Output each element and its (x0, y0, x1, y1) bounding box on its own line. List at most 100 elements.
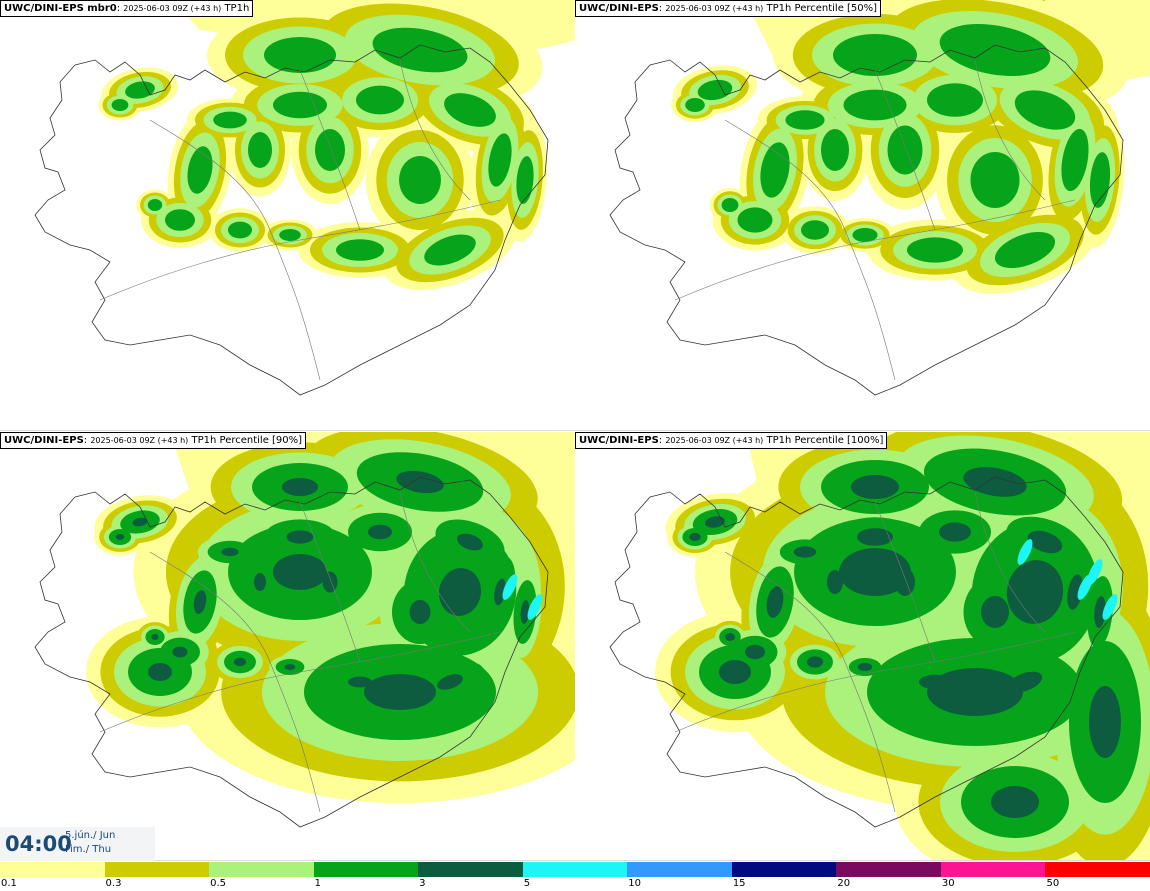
legend-swatch (627, 862, 733, 877)
precip-area (444, 93, 496, 127)
color-legend: 0.1 0.3 0.5 1 3 5 10 15 20 30 50 (0, 862, 1150, 891)
precip-area (399, 156, 441, 204)
map-canvas (609, 0, 1150, 396)
precip-area (248, 132, 272, 168)
precip-area (801, 220, 829, 240)
precip-area (115, 534, 125, 540)
legend-swatch (418, 862, 524, 877)
map-canvas (34, 432, 575, 828)
precip-area (494, 578, 506, 606)
precip-area (793, 546, 817, 558)
precip-area (994, 231, 1056, 269)
precip-area (187, 146, 213, 194)
map-panel-percentile-90: UWC/DINI-EPS: 2025-06-03 09Z (+43 h) TP1… (0, 432, 576, 861)
precip-area (148, 663, 172, 681)
road-line (874, 69, 936, 231)
road-line (149, 551, 321, 813)
precip-area (807, 656, 823, 668)
precip-area (409, 600, 431, 624)
precip-area (193, 590, 207, 614)
precip-area (970, 152, 1020, 208)
panel-title: UWC/DINI-EPS mbr0: 2025-06-03 09Z (+43 h… (0, 0, 254, 17)
map-canvas (609, 432, 1150, 860)
road-line (399, 59, 471, 201)
precip-area (1006, 560, 1064, 624)
precip-area (254, 573, 266, 591)
coastline (609, 476, 1124, 828)
coastline (609, 44, 1124, 396)
precip-area (221, 547, 239, 557)
precip-area (760, 142, 790, 198)
legend-tick-label: 0.1 (1, 878, 17, 889)
precip-area (368, 524, 392, 540)
road-line (149, 119, 321, 381)
precip-area (927, 668, 1023, 716)
legend-swatch (0, 862, 106, 877)
precip-area (685, 98, 705, 112)
legend-tick-label: 1 (314, 878, 321, 889)
precip-area (286, 530, 314, 544)
precip-area (857, 663, 873, 671)
precip-area (857, 528, 893, 546)
precip-area (457, 533, 483, 551)
road-line (399, 491, 471, 633)
precip-area (336, 239, 384, 261)
precip-area (438, 568, 482, 616)
road-line (299, 501, 361, 663)
legend-swatch (104, 862, 210, 877)
road-line (724, 551, 896, 813)
road-line (299, 69, 361, 231)
precip-area (520, 600, 530, 624)
precip-area (981, 596, 1009, 628)
precip-area (843, 89, 907, 121)
panel-title: UWC/DINI-EPS: 2025-06-03 09Z (+43 h) TP1… (0, 432, 307, 449)
precip-area (356, 85, 404, 115)
precip-area (991, 786, 1039, 818)
precip-area (1061, 128, 1089, 192)
precip-area (766, 586, 784, 618)
precip-area (1067, 574, 1083, 610)
road-line (874, 501, 936, 663)
precip-area (851, 475, 899, 499)
legend-tick-label: 20 (837, 878, 851, 889)
legend-tick-label: 50 (1046, 878, 1060, 889)
map-panel-member0: UWC/DINI-EPS mbr0: 2025-06-03 09Z (+43 h… (0, 0, 576, 431)
legend-swatch (1045, 862, 1150, 877)
legend-tick-label: 15 (732, 878, 746, 889)
legend-swatch (522, 862, 628, 877)
legend-tick-label: 30 (941, 878, 955, 889)
precip-area (151, 634, 159, 640)
precip-area (111, 99, 129, 111)
legend-tick-label: 3 (419, 878, 426, 889)
valid-date: 5.jún./ Jun (65, 830, 116, 841)
precip-area (833, 34, 917, 76)
precip-area (827, 570, 843, 594)
precip-area (322, 571, 338, 593)
precip-area (282, 478, 318, 496)
precip-area (488, 133, 512, 187)
legend-swatch (940, 862, 1046, 877)
precip-area (132, 517, 148, 527)
map-canvas (34, 0, 575, 396)
road-line (724, 119, 896, 381)
precip-area (228, 221, 252, 239)
precip-area (348, 676, 372, 688)
road-line (99, 199, 501, 301)
precip-area (213, 111, 247, 129)
valid-time: 04:00 (5, 832, 72, 856)
panel-title: UWC/DINI-EPS: 2025-06-03 09Z (+43 h) TP1… (575, 432, 888, 449)
precip-area (1027, 530, 1063, 554)
coastline (34, 44, 549, 396)
valid-time-box: 04:00 5.jún./ Jun Fim./ Thu (0, 827, 155, 861)
precip-area (737, 207, 773, 233)
precip-area (284, 664, 296, 670)
precip-area (705, 516, 725, 528)
precip-area (852, 228, 878, 242)
precip-area (785, 110, 825, 130)
precip-area (1014, 90, 1076, 130)
precip-area (516, 156, 534, 204)
precip-area (907, 237, 963, 263)
road-line (674, 199, 1076, 301)
precip-area (1094, 596, 1106, 628)
legend-tick-label: 10 (628, 878, 641, 889)
